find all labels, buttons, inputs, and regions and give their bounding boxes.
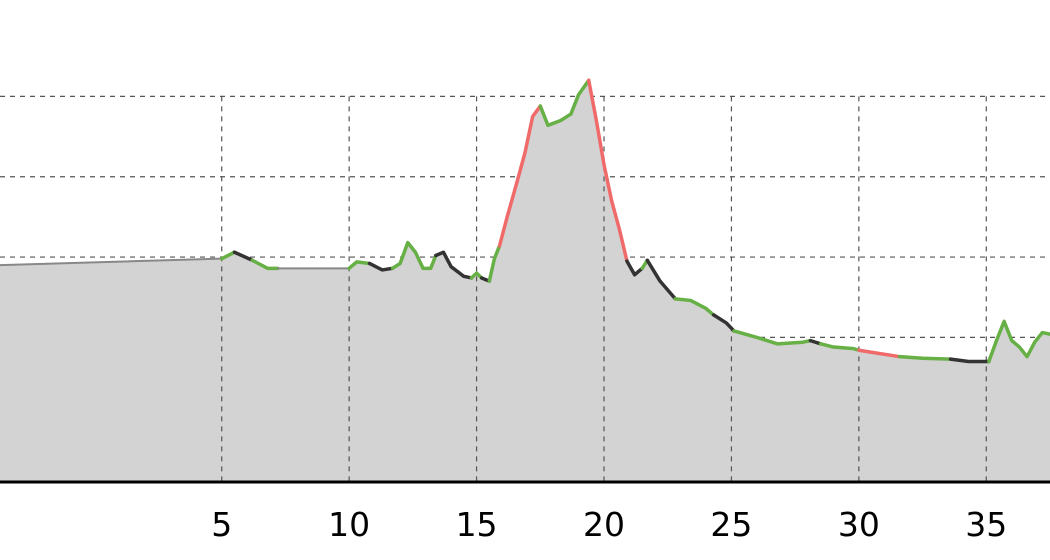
x-tick-label: 15 bbox=[456, 505, 498, 544]
vertical-gridlines bbox=[221, 96, 987, 482]
x-tick-label: 10 bbox=[328, 505, 370, 544]
x-tick-labels: 5 10 15 20 25 30 35 bbox=[211, 505, 1007, 544]
x-tick-label: 35 bbox=[965, 505, 1007, 544]
profile-segment-up bbox=[487, 244, 502, 283]
profile-line-layer bbox=[0, 78, 1050, 364]
x-tick-label: 30 bbox=[838, 505, 880, 544]
profile-segment-flat bbox=[232, 250, 255, 263]
profile-segment-up bbox=[987, 319, 1050, 364]
profile-segment-up bbox=[219, 250, 237, 261]
profile-segment-up bbox=[347, 260, 372, 271]
profile-segment-flat bbox=[645, 258, 678, 301]
profile-segment-up bbox=[469, 271, 484, 280]
profile-segment-none bbox=[0, 257, 223, 267]
profile-segment-up bbox=[732, 329, 813, 346]
profile-segment-flat bbox=[808, 338, 823, 346]
area-fill bbox=[0, 80, 1050, 482]
x-tick-label: 25 bbox=[710, 505, 752, 544]
profile-segment-flat bbox=[434, 250, 474, 280]
profile-segment-up bbox=[897, 354, 953, 361]
profile-segment-down bbox=[586, 78, 629, 263]
profile-segment-flat bbox=[367, 261, 395, 272]
area-fill-layer bbox=[0, 80, 1050, 482]
profile-segment-up bbox=[673, 297, 716, 317]
profile-segment-flat bbox=[625, 259, 644, 277]
profile-segment-up bbox=[538, 78, 591, 128]
profile-segment-down bbox=[857, 348, 902, 359]
profile-segment-flat bbox=[711, 313, 736, 333]
profile-segment-up bbox=[390, 240, 438, 271]
profile-segment-up bbox=[250, 258, 280, 271]
profile-segment-down bbox=[497, 104, 543, 248]
x-tick-label: 5 bbox=[211, 505, 232, 544]
profile-segment-flat bbox=[948, 357, 991, 364]
profile-segment-up bbox=[818, 342, 861, 353]
x-tick-label: 20 bbox=[583, 505, 625, 544]
